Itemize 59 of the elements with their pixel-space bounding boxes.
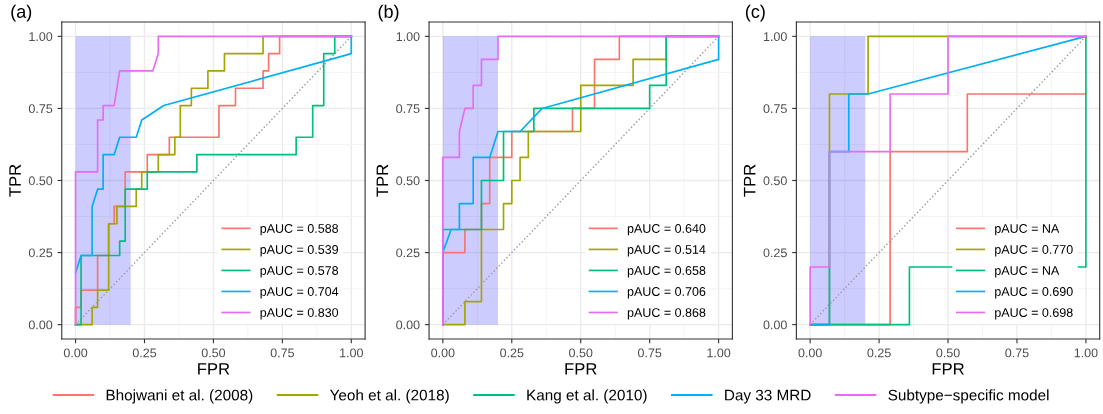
x-tick-label: 0.00 xyxy=(798,348,822,358)
legend-label: pAUC = NA xyxy=(995,224,1060,236)
legend-label: pAUC = 0.704 xyxy=(260,287,339,299)
legend-label: pAUC = 0.770 xyxy=(995,245,1073,257)
y-tick-label: 1.00 xyxy=(763,32,787,42)
y-tick-label: 0.50 xyxy=(396,176,420,186)
x-axis-title: FPR xyxy=(932,363,964,375)
x-tick-label: 1.00 xyxy=(707,348,731,358)
y-tick-label: 0.75 xyxy=(396,104,420,114)
chart-title: (c) xyxy=(745,4,765,22)
x-tick-label: 0.75 xyxy=(1005,348,1029,358)
y-axis-title: TPR xyxy=(376,164,389,197)
x-axis-title: FPR xyxy=(565,363,597,375)
y-tick-label: 0.75 xyxy=(763,104,787,114)
x-tick-label: 0.75 xyxy=(637,348,662,358)
legend-label: pAUC = NA xyxy=(995,266,1060,278)
legend-label: Yeoh et al. (2018) xyxy=(329,389,449,404)
x-tick-label: 0.25 xyxy=(867,348,891,358)
x-tick-label: 0.00 xyxy=(431,348,455,358)
y-tick-label: 0.00 xyxy=(28,320,53,330)
x-tick-label: 0.25 xyxy=(500,348,524,358)
legend-label: pAUC = 0.578 xyxy=(260,266,339,278)
y-tick-label: 1.00 xyxy=(396,32,420,42)
legend-label: pAUC = 0.830 xyxy=(260,308,339,320)
chart-title: (a) xyxy=(11,4,32,22)
y-tick-label: 0.25 xyxy=(28,248,53,258)
x-tick-label: 1.00 xyxy=(1074,348,1098,358)
legend-label: pAUC = 0.868 xyxy=(627,308,706,320)
x-tick-label: 1.00 xyxy=(340,348,363,358)
y-axis-title: TPR xyxy=(743,164,756,197)
legend-label: pAUC = 0.514 xyxy=(627,245,706,257)
legend-label: pAUC = 0.588 xyxy=(260,224,339,236)
legend-label: pAUC = 0.690 xyxy=(995,287,1073,299)
x-tick-label: 0.50 xyxy=(201,348,226,358)
x-tick-label: 0.00 xyxy=(63,348,88,358)
y-tick-label: 0.25 xyxy=(763,248,787,258)
legend-label: pAUC = 0.539 xyxy=(260,245,338,257)
legend-label: pAUC = 0.658 xyxy=(627,266,706,278)
legend-label: Bhojwani et al. (2008) xyxy=(106,389,253,404)
y-tick-label: 0.25 xyxy=(396,248,420,258)
chart-title: (b) xyxy=(378,4,399,22)
legend-label: pAUC = 0.706 xyxy=(627,287,706,299)
legend-label: Kang et al. (2010) xyxy=(527,389,647,404)
legend-label: pAUC = 0.640 xyxy=(627,224,706,236)
y-tick-label: 1.00 xyxy=(29,32,53,42)
legend-label: Subtype−specific model xyxy=(888,389,1049,404)
legend-label: pAUC = 0.698 xyxy=(995,308,1073,320)
y-tick-label: 0.00 xyxy=(396,320,420,330)
y-tick-label: 0.50 xyxy=(28,176,53,186)
x-tick-label: 0.25 xyxy=(132,348,157,358)
y-tick-label: 0.00 xyxy=(763,320,787,330)
x-tick-label: 0.75 xyxy=(270,348,295,358)
y-tick-label: 0.50 xyxy=(763,176,787,186)
x-tick-label: 0.50 xyxy=(569,348,593,358)
y-axis-title: TPR xyxy=(9,164,21,197)
x-tick-label: 0.50 xyxy=(936,348,960,358)
x-axis-title: FPR xyxy=(198,363,230,375)
y-tick-label: 0.75 xyxy=(28,104,53,114)
legend-label: Day 33 MRD xyxy=(725,389,811,404)
